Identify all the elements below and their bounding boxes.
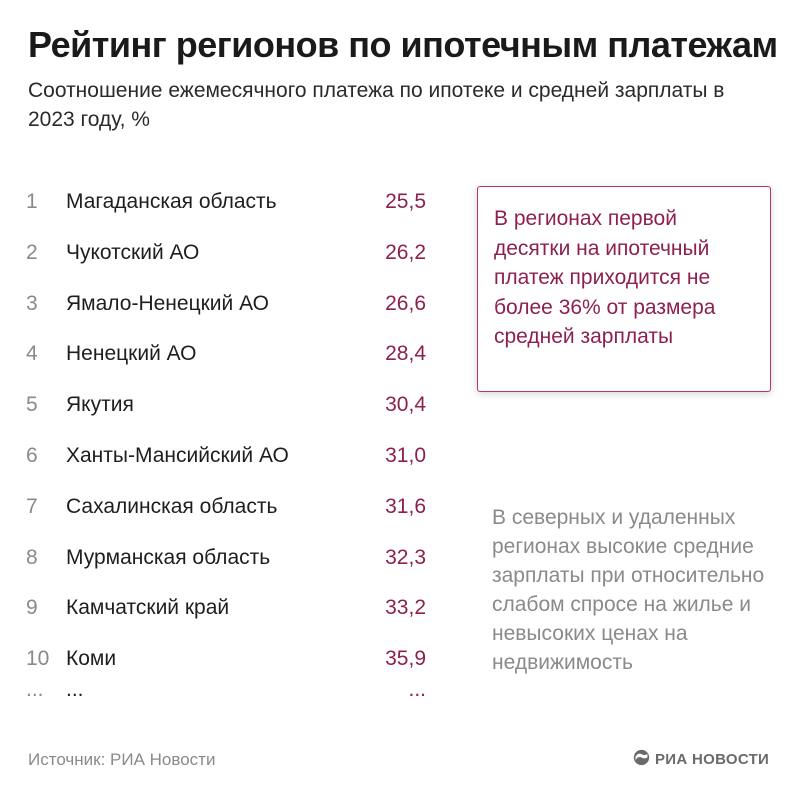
ranking-row: 3 Ямало-Ненецкий АО 26,6 (0, 280, 440, 331)
region-name: Камчатский край (66, 596, 230, 620)
ratio-value: 28,4 (385, 342, 426, 366)
ratio-value: 33,2 (385, 596, 426, 620)
continuation-region: ... (66, 678, 84, 701)
logo-text: РИА НОВОСТИ (655, 751, 770, 768)
rank-number: 4 (26, 342, 38, 366)
rank-number: 9 (26, 596, 38, 620)
continuation-rank: ... (26, 678, 44, 701)
ratio-value: 31,6 (385, 494, 426, 518)
rank-number: 3 (26, 291, 38, 315)
ria-novosti-logo: РИА НОВОСТИ (633, 749, 769, 770)
continuation-value: ... (408, 678, 426, 701)
region-name: Чукотский АО (66, 240, 200, 264)
ranking-row: 5 Якутия 30,4 (0, 381, 440, 432)
ranking-row: 7 Сахалинская область 31,6 (0, 483, 440, 534)
rank-number: 6 (26, 443, 38, 467)
ratio-value: 25,5 (385, 190, 426, 213)
rank-number: 2 (26, 240, 38, 264)
region-name: Сахалинская область (66, 494, 278, 518)
ranking-row: 4 Ненецкий АО 28,4 (0, 330, 440, 381)
region-name: Ямало-Ненецкий АО (66, 291, 269, 315)
ratio-value: 35,9 (385, 647, 426, 671)
ranking-row: 8 Мурманская область 32,3 (0, 534, 440, 585)
ranking-list: 1 Магаданская область 25,5 2 Чукотский А… (0, 178, 440, 686)
region-name: Мурманская область (66, 545, 271, 569)
ranking-row: 10 Коми 35,9 (0, 635, 440, 686)
region-name: Ханты-Мансийский АО (66, 443, 289, 467)
source-caption: Источник: РИА Новости (28, 750, 216, 769)
ranking-row: 9 Камчатский край 33,2 (0, 584, 440, 635)
region-name: Якутия (66, 393, 134, 417)
ranking-row: 1 Магаданская область 25,5 (0, 178, 440, 229)
ranking-continuation: ... ... ... (0, 678, 440, 708)
region-name: Магаданская область (66, 190, 277, 213)
ratio-value: 32,3 (385, 545, 426, 569)
ranking-row: 2 Чукотский АО 26,2 (0, 229, 440, 280)
rank-number: 8 (26, 545, 38, 569)
rank-number: 10 (26, 647, 50, 671)
rank-number: 7 (26, 494, 38, 518)
explanatory-note: В северных и удаленных регионах высокие … (492, 506, 765, 674)
rank-number: 1 (26, 190, 38, 213)
page-subtitle: Соотношение ежемесячного платежа по ипот… (28, 79, 725, 131)
page-title: Рейтинг регионов по ипотечным платежам (28, 24, 778, 65)
ratio-value: 26,6 (385, 291, 426, 315)
ranking-row: 6 Ханты-Мансийский АО 31,0 (0, 432, 440, 483)
ratio-value: 26,2 (385, 240, 426, 264)
ratio-value: 30,4 (385, 393, 426, 417)
region-name: Коми (66, 647, 117, 671)
ratio-value: 31,0 (385, 443, 426, 467)
globe-icon (633, 749, 650, 770)
region-name: Ненецкий АО (66, 342, 197, 366)
highlight-callout: В регионах первой десятки на ипотечный п… (477, 186, 771, 392)
rank-number: 5 (26, 393, 38, 417)
